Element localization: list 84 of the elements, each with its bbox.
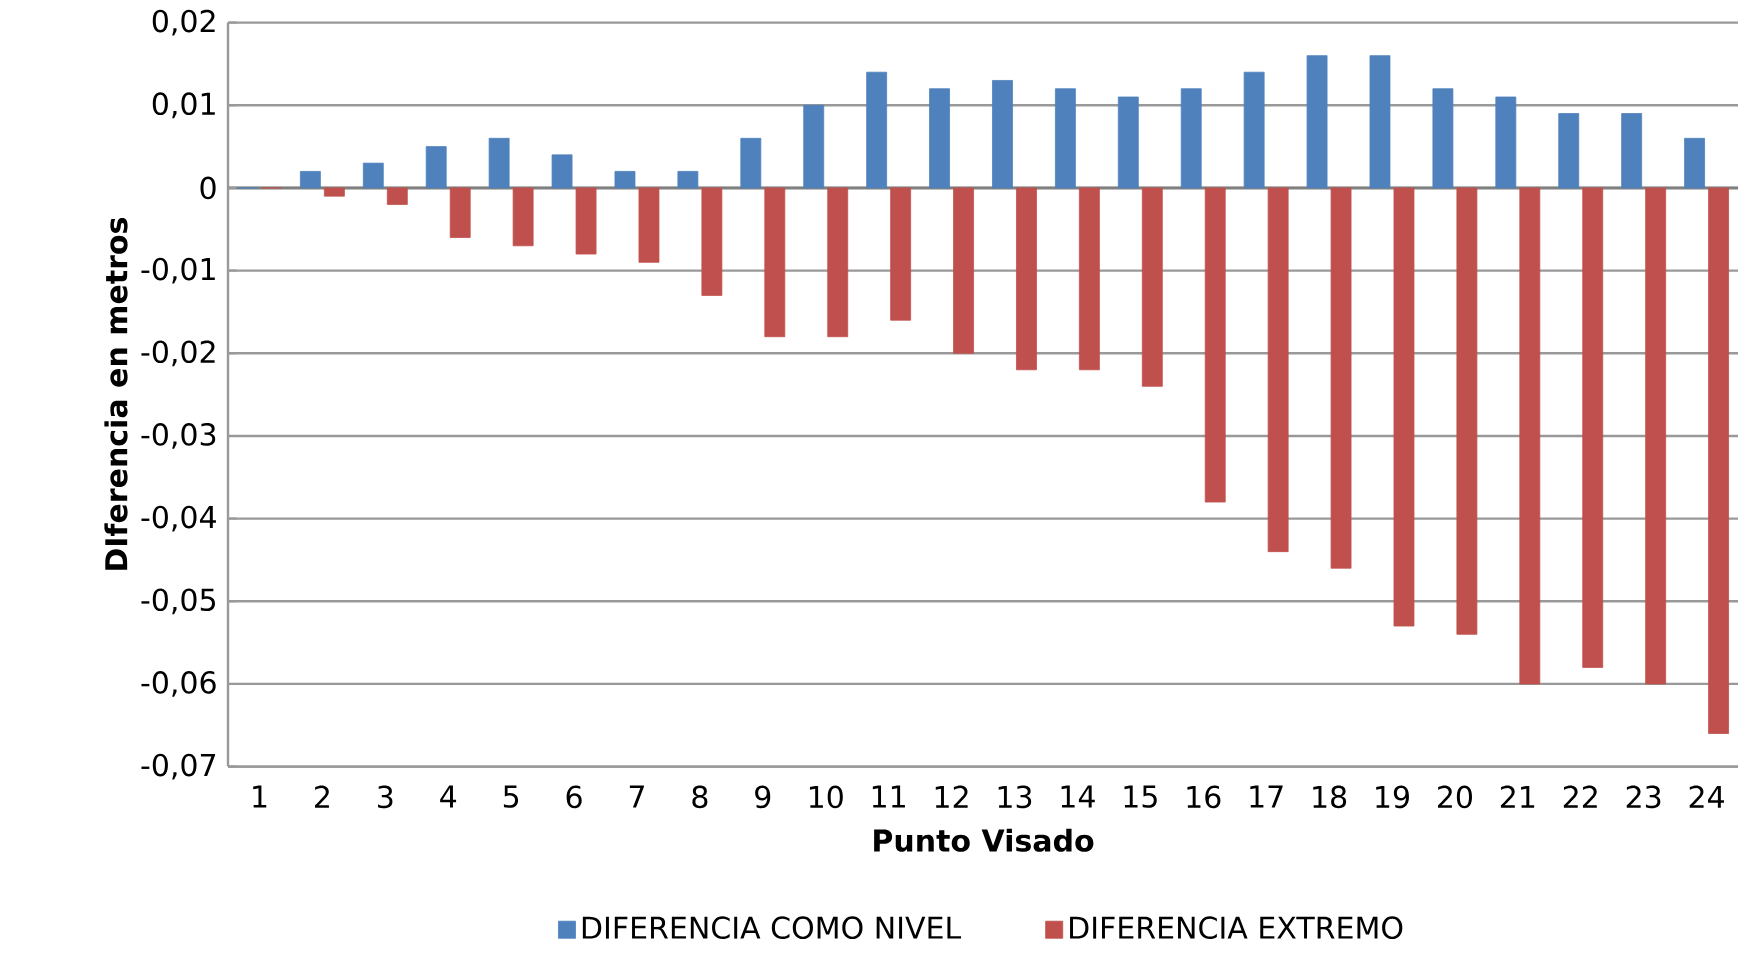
bar — [890, 187, 912, 321]
bar — [740, 138, 762, 189]
y-tick-label: 0,02 — [152, 9, 215, 36]
y-tick-label: -0,01 — [141, 257, 215, 284]
bar — [1432, 88, 1454, 189]
bar — [449, 187, 471, 239]
bar — [1684, 138, 1705, 189]
y-tick-label: -0,02 — [141, 340, 215, 367]
y-tick-label: -0,04 — [141, 505, 216, 532]
bar — [1330, 187, 1352, 569]
x-tick-label: 13 — [998, 785, 1032, 809]
bar — [701, 187, 723, 296]
bar — [992, 80, 1013, 189]
bar — [929, 88, 950, 189]
x-tick-label: 9 — [755, 785, 771, 809]
bar — [1456, 187, 1478, 635]
x-tick-label: 23 — [1626, 785, 1661, 809]
bar — [803, 105, 825, 189]
bar — [386, 187, 408, 206]
x-tick-label: 4 — [440, 785, 457, 808]
bar — [1708, 187, 1729, 735]
bar — [1645, 187, 1667, 685]
y-tick-label: -0,06 — [141, 671, 216, 697]
x-axis-title: Punto Visado — [874, 828, 1094, 853]
bar — [512, 187, 534, 247]
bar — [638, 187, 660, 263]
x-tick-label: 16 — [1187, 785, 1221, 809]
bar — [1519, 187, 1541, 685]
y-tick-label: 0,01 — [152, 92, 215, 119]
y-tick-label: -0,07 — [141, 753, 216, 780]
x-tick-label: 17 — [1250, 785, 1283, 808]
bar — [1117, 96, 1139, 189]
y-tick-label: 0 — [200, 176, 216, 200]
y-tick-label: -0,03 — [141, 423, 216, 449]
bar — [1393, 187, 1415, 627]
bar — [1369, 55, 1391, 189]
bar — [1558, 113, 1580, 189]
bar — [953, 187, 974, 354]
x-tick-label: 20 — [1438, 785, 1472, 809]
bar — [1141, 187, 1163, 387]
bar — [1204, 187, 1226, 503]
bar — [1306, 55, 1328, 189]
bar — [614, 171, 636, 189]
bar — [1180, 88, 1202, 189]
bar — [1243, 71, 1265, 189]
legend-label: DIFERENCIA EXTREMO — [1070, 916, 1403, 940]
x-tick-label: 11 — [872, 785, 905, 808]
bar — [677, 171, 699, 189]
x-tick-label: 22 — [1563, 785, 1597, 808]
x-tick-label: 2 — [315, 785, 329, 808]
bar — [323, 187, 345, 197]
x-tick-label: 3 — [378, 785, 393, 809]
bar — [488, 138, 510, 189]
x-tick-label: 10 — [809, 785, 843, 809]
bar — [551, 154, 573, 189]
bar — [299, 171, 321, 189]
bar — [764, 187, 786, 338]
bar — [1016, 187, 1037, 371]
bar — [575, 187, 597, 255]
bar — [1054, 88, 1076, 189]
x-tick-label: 18 — [1313, 785, 1347, 809]
bar — [1582, 187, 1604, 668]
bar — [1267, 187, 1289, 553]
x-tick-label: 21 — [1500, 785, 1535, 808]
bar — [1078, 187, 1100, 371]
bar — [866, 71, 888, 189]
x-tick-label: 5 — [503, 785, 519, 809]
bar — [1495, 96, 1517, 189]
bar — [827, 187, 849, 338]
bar — [425, 146, 447, 189]
x-tick-label: 1 — [253, 785, 267, 808]
legend-label: DIFERENCIA COMO NIVEL — [582, 916, 962, 940]
x-tick-label: 7 — [629, 785, 644, 808]
x-tick-label: 15 — [1124, 785, 1157, 809]
x-tick-label: 19 — [1376, 785, 1409, 809]
x-tick-label: 12 — [935, 785, 968, 808]
y-tick-label: -0,05 — [141, 588, 215, 615]
x-tick-label: 6 — [566, 785, 582, 809]
x-tick-label: 24 — [1689, 785, 1724, 808]
bar — [1621, 113, 1643, 189]
bar — [362, 162, 384, 189]
x-tick-label: 14 — [1061, 785, 1095, 808]
y-axis-title: DIferencia en metros — [104, 218, 128, 571]
x-tick-label: 8 — [692, 785, 708, 809]
